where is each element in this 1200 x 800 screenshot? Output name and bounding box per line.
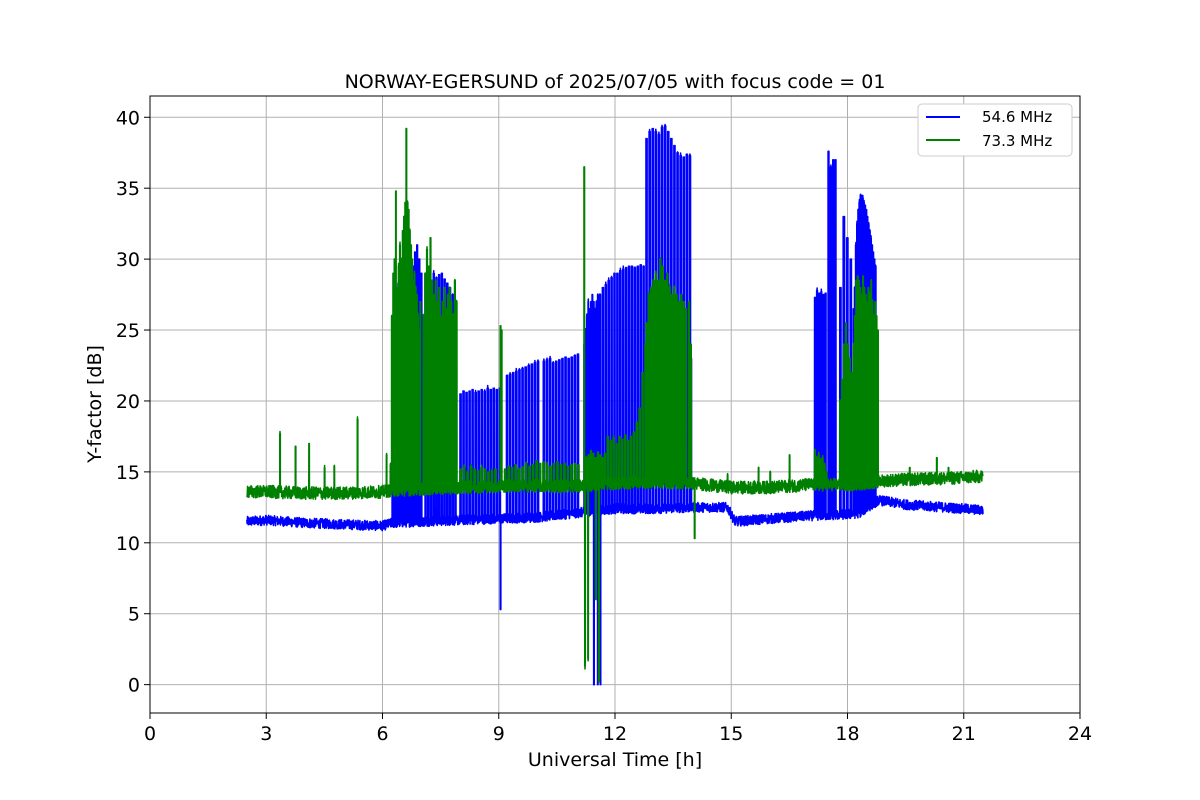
legend: 54.6 MHz 73.3 MHz (917, 103, 1073, 157)
x-axis-label: Universal Time [h] (528, 749, 702, 771)
series-line-73-3-mhz (246, 127, 984, 683)
x-tick-label: 21 (952, 723, 976, 745)
y-tick-label: 30 (116, 249, 140, 271)
x-tick-label: 0 (144, 723, 156, 745)
y-tick-label: 35 (116, 178, 140, 200)
legend-label-73-3-mhz: 73.3 MHz (982, 132, 1052, 150)
x-tick-label: 15 (719, 723, 743, 745)
y-tick-label: 20 (116, 391, 140, 413)
y-tick-label: 40 (116, 107, 140, 129)
series-layer (246, 123, 984, 686)
x-axis-ticks: 0 3 6 9 12 15 18 21 24 (144, 713, 1092, 745)
x-tick-label: 24 (1068, 723, 1092, 745)
x-tick-label: 3 (260, 723, 272, 745)
chart-title: NORWAY-EGERSUND of 2025/07/05 with focus… (345, 71, 886, 93)
y-axis-label: Y-factor [dB] (84, 345, 106, 464)
y-tick-label: 10 (116, 533, 140, 555)
y-tick-label: 0 (128, 675, 140, 697)
x-tick-label: 18 (835, 723, 859, 745)
y-tick-label: 5 (128, 604, 140, 626)
y-tick-label: 25 (116, 320, 140, 342)
x-tick-label: 12 (603, 723, 627, 745)
y-tick-label: 15 (116, 462, 140, 484)
x-tick-label: 6 (376, 723, 388, 745)
x-tick-label: 9 (493, 723, 505, 745)
series-line-54-6-mhz (246, 123, 984, 686)
legend-label-54-6-mhz: 54.6 MHz (982, 108, 1052, 126)
y-axis-ticks: 0 5 10 15 20 25 30 35 40 (116, 107, 150, 697)
